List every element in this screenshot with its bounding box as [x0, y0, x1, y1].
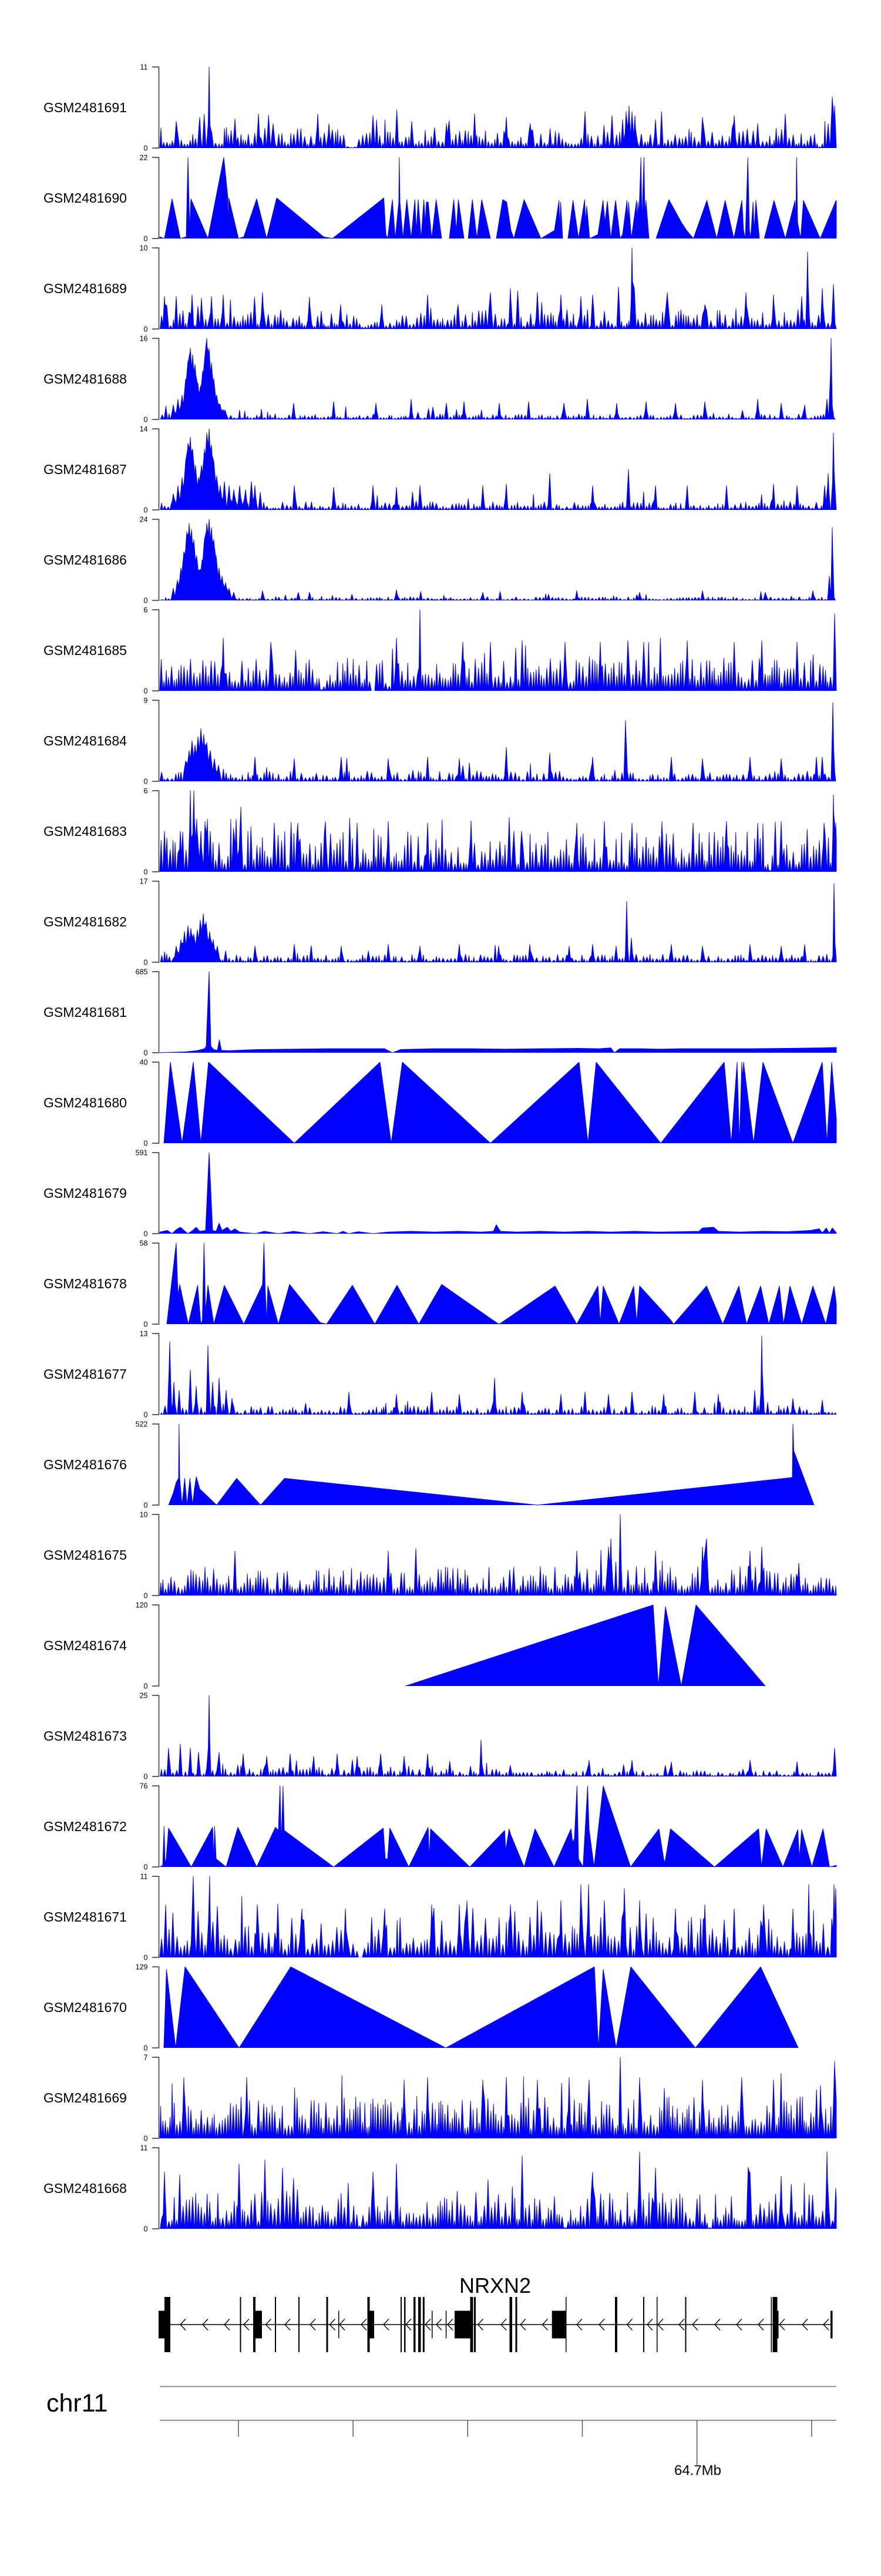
svg-text:6: 6	[144, 787, 148, 795]
svg-text:GSM2481669: GSM2481669	[43, 2090, 127, 2105]
svg-text:6: 6	[144, 606, 148, 614]
svg-text:22: 22	[140, 154, 148, 162]
svg-text:GSM2481676: GSM2481676	[43, 1457, 127, 1472]
svg-text:GSM2481690: GSM2481690	[43, 190, 127, 206]
svg-text:16: 16	[140, 335, 148, 343]
svg-text:0: 0	[144, 1140, 148, 1148]
svg-text:GSM2481677: GSM2481677	[43, 1366, 127, 1382]
svg-text:0: 0	[144, 2225, 148, 2234]
svg-text:GSM2481678: GSM2481678	[43, 1276, 127, 1291]
svg-text:58: 58	[140, 1240, 148, 1248]
svg-text:9: 9	[144, 697, 148, 705]
svg-text:0: 0	[144, 416, 148, 424]
svg-text:GSM2481671: GSM2481671	[43, 1909, 127, 1925]
svg-text:13: 13	[140, 1330, 148, 1338]
svg-text:GSM2481687: GSM2481687	[43, 462, 127, 477]
svg-text:17: 17	[140, 878, 148, 886]
svg-text:GSM2481679: GSM2481679	[43, 1185, 127, 1201]
svg-text:591: 591	[136, 1149, 148, 1157]
svg-text:120: 120	[136, 1601, 148, 1610]
svg-text:GSM2481685: GSM2481685	[43, 643, 127, 658]
svg-text:GSM2481670: GSM2481670	[43, 2000, 127, 2015]
svg-text:GSM2481675: GSM2481675	[43, 1547, 127, 1563]
svg-text:0: 0	[144, 145, 148, 153]
svg-text:0: 0	[144, 2044, 148, 2053]
svg-text:0: 0	[144, 778, 148, 786]
svg-text:10: 10	[140, 1511, 148, 1519]
svg-text:GSM2481680: GSM2481680	[43, 1095, 127, 1110]
svg-text:0: 0	[144, 1863, 148, 1872]
svg-text:GSM2481672: GSM2481672	[43, 1819, 127, 1834]
svg-text:0: 0	[144, 868, 148, 876]
svg-text:GSM2481691: GSM2481691	[43, 100, 127, 115]
svg-text:0: 0	[144, 2135, 148, 2143]
svg-text:0: 0	[144, 597, 148, 605]
svg-text:0: 0	[144, 325, 148, 334]
svg-text:64.7Mb: 64.7Mb	[674, 2463, 721, 2478]
svg-text:11: 11	[140, 1873, 148, 1881]
svg-text:0: 0	[144, 687, 148, 696]
svg-text:GSM2481674: GSM2481674	[43, 1638, 127, 1653]
svg-text:10: 10	[140, 244, 148, 253]
svg-text:0: 0	[144, 1321, 148, 1329]
svg-text:NRXN2: NRXN2	[459, 2273, 531, 2298]
svg-text:24: 24	[140, 516, 148, 524]
svg-text:GSM2481668: GSM2481668	[43, 2181, 127, 2196]
svg-text:522: 522	[136, 1420, 148, 1429]
svg-text:25: 25	[140, 1692, 148, 1700]
svg-text:7: 7	[144, 2054, 148, 2062]
svg-text:11: 11	[140, 63, 148, 72]
svg-text:11: 11	[140, 2144, 148, 2152]
svg-text:GSM2481689: GSM2481689	[43, 281, 127, 296]
svg-text:0: 0	[144, 959, 148, 967]
svg-text:GSM2481683: GSM2481683	[43, 824, 127, 839]
svg-text:GSM2481688: GSM2481688	[43, 371, 127, 387]
svg-text:40: 40	[140, 1059, 148, 1067]
svg-text:chr11: chr11	[46, 2389, 107, 2417]
svg-text:GSM2481684: GSM2481684	[43, 733, 127, 748]
svg-text:0: 0	[144, 1049, 148, 1057]
svg-text:129: 129	[136, 1963, 148, 1972]
svg-text:GSM2481681: GSM2481681	[43, 1005, 127, 1020]
svg-text:0: 0	[144, 1502, 148, 1510]
svg-text:14: 14	[140, 425, 148, 434]
svg-text:GSM2481686: GSM2481686	[43, 552, 127, 567]
svg-text:0: 0	[144, 1592, 148, 1600]
svg-text:GSM2481673: GSM2481673	[43, 1728, 127, 1744]
svg-text:0: 0	[144, 235, 148, 243]
svg-text:0: 0	[144, 1682, 148, 1691]
svg-text:76: 76	[140, 1782, 148, 1791]
svg-text:685: 685	[136, 968, 148, 976]
svg-text:0: 0	[144, 506, 148, 515]
svg-text:0: 0	[144, 1230, 148, 1238]
svg-text:0: 0	[144, 1411, 148, 1419]
svg-text:GSM2481682: GSM2481682	[43, 914, 127, 929]
svg-text:0: 0	[144, 1954, 148, 1962]
svg-text:0: 0	[144, 1773, 148, 1781]
